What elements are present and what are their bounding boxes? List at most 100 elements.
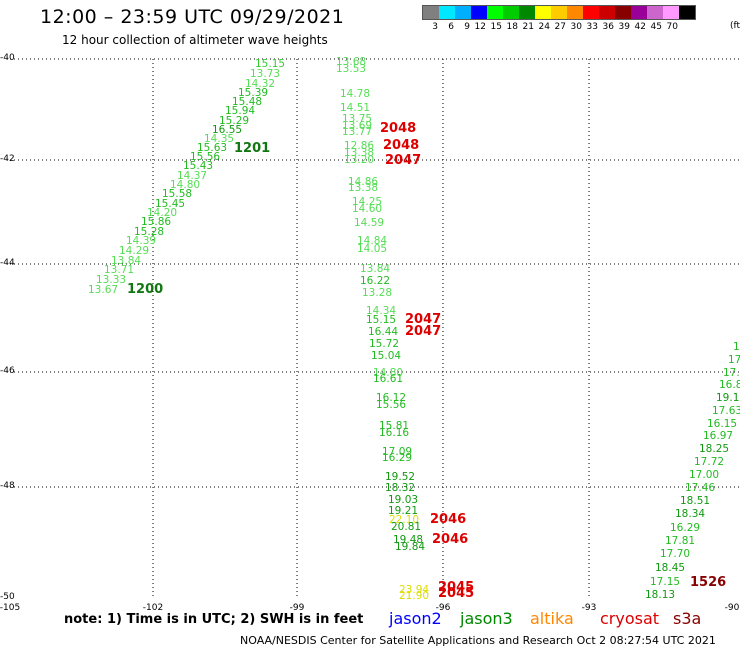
legend-tick: 6: [448, 22, 454, 32]
wave-height-value: 16.15: [707, 418, 738, 430]
wave-height-value: 17.09: [382, 446, 413, 458]
wave-height-value: 1: [733, 341, 740, 353]
pass-time-label: 2047: [405, 312, 442, 327]
legend-tick: 45: [650, 22, 662, 32]
wave-height-value: 16.44: [368, 326, 399, 338]
wave-height-value: 15.29: [219, 115, 250, 127]
wave-height-value: 19.21: [388, 505, 419, 517]
wave-height-value: 15.28: [134, 226, 165, 238]
legend-swatch: [551, 6, 567, 19]
legend-swatches: [422, 5, 696, 20]
legend-swatch: [455, 6, 471, 19]
wave-height-value: 15.94: [225, 105, 256, 117]
wave-height-value: 16.29: [382, 452, 413, 464]
legend-tick: 27: [554, 22, 566, 32]
wave-height-value: 18.32: [385, 482, 416, 494]
wave-height-value: 13.20: [344, 154, 375, 166]
wave-height-value: 15.04: [371, 350, 402, 362]
legend-swatch: [599, 6, 615, 19]
footnote: note: 1) Time is in UTC; 2) SWH is in fe…: [64, 612, 364, 627]
wave-height-value: 13.53: [336, 63, 367, 75]
wave-height-value: 13.33: [96, 274, 127, 286]
legend-swatch: [663, 6, 679, 19]
satellite-label-s3a: s3a: [673, 609, 702, 628]
legend-tick: 3: [432, 22, 438, 32]
wave-height-value: 14.60: [352, 203, 383, 215]
pass-time-label: 2048: [380, 121, 417, 136]
wave-height-value: 21.90: [399, 590, 430, 602]
wave-height-value: 14.29: [119, 245, 150, 257]
legend-swatch: [487, 6, 503, 19]
wave-height-value: 15.45: [155, 198, 186, 210]
wave-height-value: 16.61: [373, 373, 404, 385]
legend-tick: 21: [522, 22, 534, 32]
wave-height-value: 17.63: [712, 405, 740, 417]
legend-swatch: [535, 6, 551, 19]
wave-height-value: 14.80: [373, 367, 404, 379]
pass-time-label: 2047: [405, 324, 442, 339]
wave-height-value: 13.69: [342, 120, 373, 132]
legend-tick: 9: [464, 22, 470, 32]
footer-credit: NOAA/NESDIS Center for Satellite Applica…: [240, 634, 716, 647]
wave-height-value: 19.03: [388, 494, 419, 506]
wave-height-value: 17.81: [665, 535, 696, 547]
legend-swatch: [647, 6, 663, 19]
legend-swatch: [439, 6, 455, 19]
wave-height-value: 15.15: [255, 58, 286, 70]
satellite-label-jason2: jason2: [389, 609, 442, 628]
wave-height-value: 13.77: [342, 126, 373, 138]
legend-swatch: [631, 6, 647, 19]
wave-height-value: 16.29: [670, 522, 701, 534]
wave-height-value: 14.59: [354, 217, 385, 229]
wave-height-value: 16.97: [703, 430, 734, 442]
wave-height-value: 17.72: [694, 456, 725, 468]
wave-height-value: 14.34: [366, 305, 397, 317]
pass-time-label: 2045: [438, 586, 475, 601]
lon-label: -93: [581, 603, 597, 613]
wave-height-value: 14.05: [357, 243, 388, 255]
wave-height-value: 15.39: [238, 87, 269, 99]
wave-height-value: 13.28: [362, 287, 393, 299]
legend-tick: 12: [474, 22, 486, 32]
lat-label: -50: [0, 592, 15, 602]
wave-height-value: 14.32: [245, 78, 276, 90]
wave-height-value: 18.51: [680, 495, 711, 507]
wave-height-value: 23.94: [399, 584, 430, 596]
lon-label: -105: [0, 603, 21, 613]
satellite-label-cryosat: cryosat: [600, 609, 660, 628]
legend-tick: 70: [666, 22, 678, 32]
wave-height-value: 14.37: [177, 170, 208, 182]
wave-height-value: 13.84: [111, 255, 142, 267]
wave-height-value: 17.00: [689, 469, 720, 481]
wave-height-value: 15.58: [162, 188, 193, 200]
lat-label: -42: [0, 154, 15, 164]
wave-height-value: 14.51: [340, 102, 371, 114]
wave-height-value: 14.80: [170, 179, 201, 191]
legend-ticks: 3 6 9 12 15 18 21 24 27 30 33 36 39 42 45 70: [422, 22, 696, 32]
wave-height-value: 14.86: [348, 176, 379, 188]
pass-time-label: 2046: [430, 512, 467, 527]
wave-height-value: 13.73: [250, 68, 281, 80]
wave-height-value: 14.35: [204, 133, 235, 145]
lat-label: -40: [0, 53, 15, 63]
wave-height-value: 16.55: [212, 124, 243, 136]
wave-height-value: 15.56: [190, 151, 221, 163]
wave-height-value: 12.86: [344, 140, 375, 152]
pass-time-label: 2048: [383, 138, 420, 153]
legend-tick: 30: [570, 22, 582, 32]
chart-subtitle: 12 hour collection of altimeter wave hei…: [62, 33, 328, 47]
wave-height-value: 15.72: [369, 338, 400, 350]
wave-height-value: 16.16: [379, 427, 410, 439]
wave-height-value: 14.25: [352, 196, 383, 208]
wave-height-value: 18.45: [655, 562, 686, 574]
wave-height-value: 15.86: [141, 216, 172, 228]
satellite-label-jason3: jason3: [460, 609, 513, 628]
lon-label: -102: [142, 603, 164, 613]
wave-height-value: 16.8: [719, 379, 740, 391]
wave-height-value: 13.84: [360, 263, 391, 275]
wave-height-value: 16.12: [376, 392, 407, 404]
lat-label: -44: [0, 258, 15, 268]
legend-swatch: [583, 6, 599, 19]
